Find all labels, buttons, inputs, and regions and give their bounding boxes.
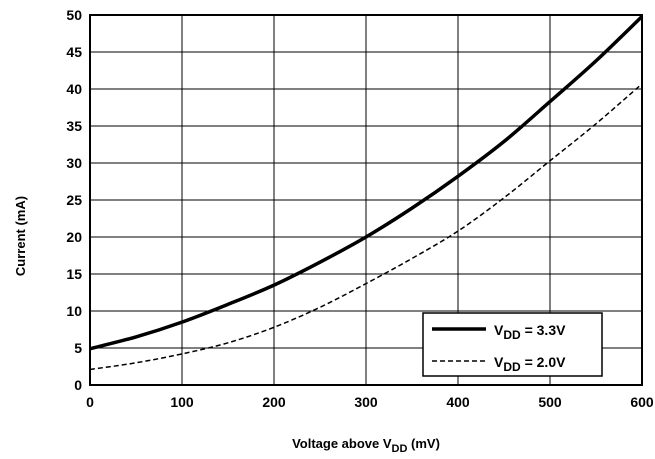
x-tick-label: 600 <box>630 394 654 410</box>
x-tick-label: 500 <box>538 394 562 410</box>
x-axis-label-tail: (mV) <box>407 436 440 451</box>
y-tick-label: 5 <box>74 340 82 356</box>
y-axis-label: Current (mA) <box>13 196 28 276</box>
x-tick-label: 0 <box>86 394 94 410</box>
y-tick-label: 25 <box>66 192 82 208</box>
y-tick-label: 15 <box>66 266 82 282</box>
x-tick-label: 300 <box>354 394 378 410</box>
x-axis-label-main: Voltage above V <box>292 436 392 451</box>
y-tick-label: 0 <box>74 377 82 393</box>
y-tick-labels: 0 5 10 15 20 25 30 35 40 45 50 <box>66 7 82 393</box>
x-tick-label: 400 <box>446 394 470 410</box>
series-line-vdd-2v0 <box>89 83 643 371</box>
y-tick-label: 10 <box>66 303 82 319</box>
plot-frame <box>89 14 643 386</box>
legend-label-3v3: VDD = 3.3V <box>494 322 566 342</box>
y-tick-label: 40 <box>66 81 82 97</box>
legend: VDD = 3.3V VDD = 2.0V <box>422 312 603 377</box>
y-tick-label: 30 <box>66 155 82 171</box>
legend-label-2v0: VDD = 2.0V <box>494 354 566 374</box>
y-tick-label: 50 <box>66 7 82 23</box>
y-tick-label: 45 <box>66 44 82 60</box>
x-axis-label: Voltage above VDD (mV) <box>292 436 440 455</box>
x-tick-label: 200 <box>262 394 286 410</box>
series-line-vdd-3v3 <box>89 15 644 351</box>
y-tick-label: 20 <box>66 229 82 245</box>
y-tick-label: 35 <box>66 118 82 134</box>
x-axis-label-sub: DD <box>392 443 408 455</box>
series-layer <box>89 15 644 371</box>
legend-box <box>422 312 603 377</box>
x-tick-label: 100 <box>170 394 194 410</box>
x-tick-labels: 0 100 200 300 400 500 600 <box>86 394 654 410</box>
